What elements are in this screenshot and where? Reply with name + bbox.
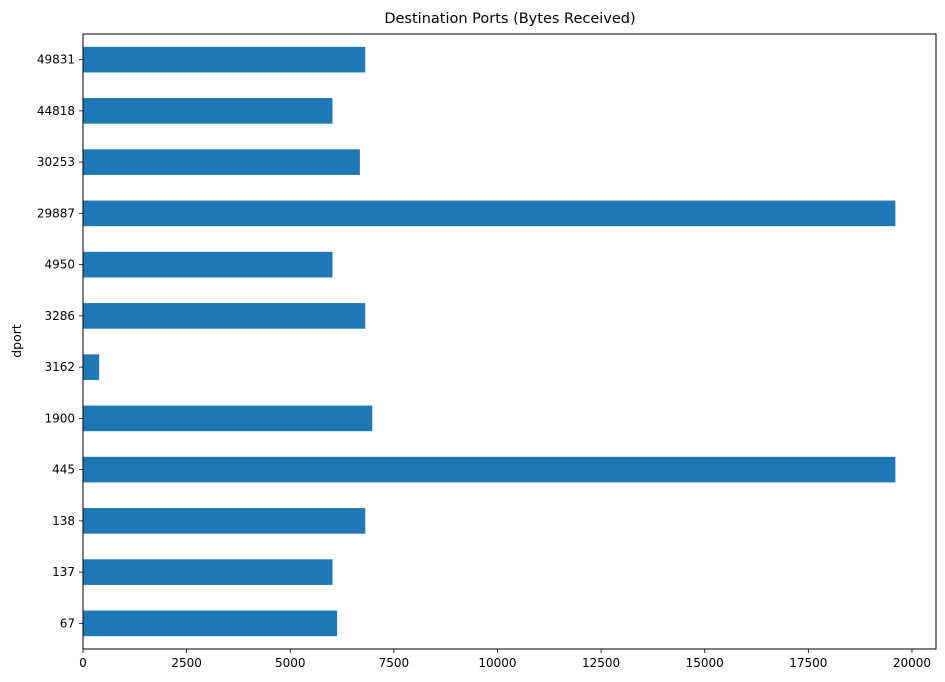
bar-3162 [83, 354, 100, 380]
plot-frame [82, 33, 937, 650]
x-tick-label: 15000 [686, 656, 724, 670]
x-ticks-group: 0 2500 5000 7500 10000 12500 15000 17500 20000 [79, 649, 931, 670]
x-tick-label: 17500 [789, 656, 827, 670]
x-tick-label: 10000 [478, 656, 516, 670]
y-tick-label: 137 [52, 565, 75, 579]
bar-1900 [83, 405, 373, 432]
bar-29887 [83, 200, 896, 227]
y-tick-label: 30253 [37, 155, 75, 169]
bar-67 [83, 610, 338, 637]
y-tick-label: 1900 [44, 411, 75, 425]
y-tick-label: 3162 [44, 360, 75, 374]
y-tick-label: 49831 [37, 53, 75, 67]
bar-445 [83, 456, 896, 483]
bar-44818 [83, 98, 333, 124]
bar-3286 [83, 303, 366, 329]
y-tick-label: 29887 [37, 206, 75, 220]
x-tick-label: 5000 [275, 656, 306, 670]
y-tick-label: 67 [60, 616, 75, 630]
bar-137 [83, 559, 333, 585]
y-axis-label: dport [9, 324, 24, 358]
bar-138 [83, 508, 366, 534]
x-tick-label: 7500 [379, 656, 410, 670]
x-tick-label: 0 [79, 656, 87, 670]
bar-49831 [83, 46, 366, 73]
x-tick-label: 2500 [171, 656, 202, 670]
bar-30253 [83, 149, 360, 175]
y-tick-label: 445 [52, 463, 75, 477]
x-tick-label: 12500 [582, 656, 620, 670]
y-ticks-group: 67 137 138 445 1900 3162 3286 4950 29887 30253 448… [37, 53, 83, 630]
y-tick-label: 4950 [44, 258, 75, 272]
y-tick-label: 3286 [44, 309, 75, 323]
bars-group [83, 46, 896, 637]
y-tick-label: 138 [52, 514, 75, 528]
bar-4950 [83, 251, 333, 278]
y-tick-label: 44818 [37, 104, 75, 118]
chart-title: Destination Ports (Bytes Received) [384, 11, 635, 27]
x-tick-label: 20000 [893, 656, 931, 670]
